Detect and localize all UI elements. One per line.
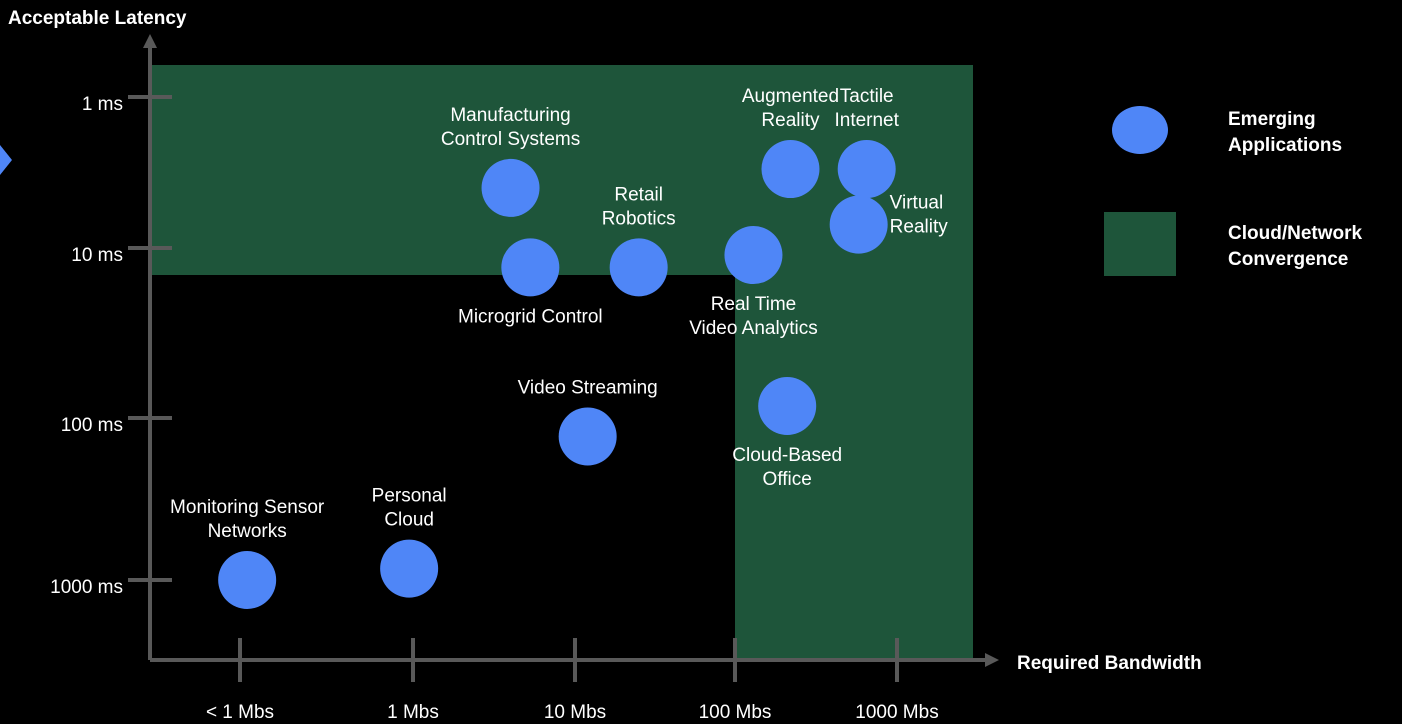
application-point xyxy=(758,377,817,436)
point-label: Personal Cloud xyxy=(372,486,447,531)
legend-square-swatch xyxy=(1104,212,1176,276)
axis-ticks: < 1 Mbs 1 Mbs 10 Mbs 100 Mbs 1000 Mbs 1 ms 10 … xyxy=(50,94,939,723)
application-point xyxy=(837,140,896,199)
point-label: Augmented Reality xyxy=(742,86,839,131)
x-tick-label: 1000 Mbs xyxy=(855,702,938,723)
point-label: Cloud-Based Office xyxy=(732,445,842,490)
application-point xyxy=(558,407,617,466)
point-label: Monitoring Sensor Networks xyxy=(170,497,325,542)
x-tick-label: 10 Mbs xyxy=(544,702,606,723)
y-tick-label: 1000 ms xyxy=(50,577,123,598)
application-point xyxy=(761,140,820,199)
application-point xyxy=(609,238,668,297)
legend-circle-swatch xyxy=(1112,106,1168,154)
x-axis-arrow-icon xyxy=(985,653,999,667)
application-point xyxy=(481,158,540,217)
chart-legend: Emerging Applications Cloud/Network Converg… xyxy=(1104,106,1362,276)
application-point xyxy=(218,551,277,609)
point-label: Virtual Reality xyxy=(890,193,949,238)
application-point xyxy=(829,195,888,254)
convergence-region xyxy=(735,275,973,658)
x-axis-title: Required Bandwidth xyxy=(1017,653,1202,674)
x-tick-label: 1 Mbs xyxy=(387,702,439,723)
y-tick-label: 10 ms xyxy=(71,245,123,266)
legend-label: Cloud/Network Convergence xyxy=(1228,223,1362,270)
convergence-regions xyxy=(150,65,973,658)
y-axis-arrow-icon xyxy=(143,34,157,48)
x-tick-label: 100 Mbs xyxy=(699,702,772,723)
y-tick-label: 100 ms xyxy=(61,415,123,436)
legend-label: Emerging Applications xyxy=(1228,109,1342,156)
left-edge-arrow-icon xyxy=(0,145,12,175)
chart-axes: Acceptable Latency Required Bandwidth xyxy=(8,8,1202,674)
application-point xyxy=(380,539,439,598)
application-point xyxy=(501,238,560,297)
point-label: Retail Robotics xyxy=(602,184,676,229)
application-point xyxy=(724,226,783,285)
x-tick-label: < 1 Mbs xyxy=(206,702,274,723)
application-points: Manufacturing Control Systems Microgrid Co… xyxy=(170,86,948,609)
y-tick-label: 1 ms xyxy=(82,94,123,115)
point-label: Tactile Internet xyxy=(834,86,899,131)
point-label: Manufacturing Control Systems xyxy=(441,105,580,150)
y-axis-title: Acceptable Latency xyxy=(8,8,187,29)
point-label: Video Streaming xyxy=(518,377,658,398)
point-label: Real Time Video Analytics xyxy=(689,294,818,339)
point-label: Microgrid Control xyxy=(458,306,603,327)
